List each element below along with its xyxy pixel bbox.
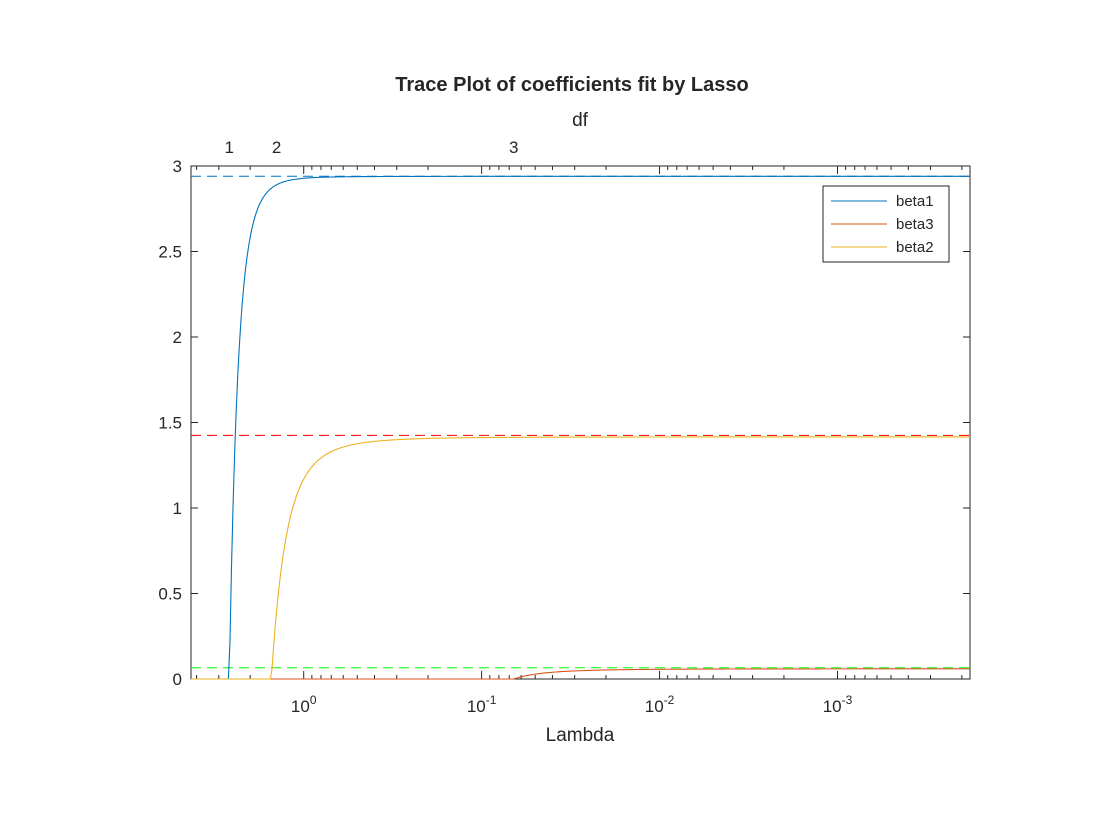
plot-area: 0 0.5 1 1.5 2 2.5 3 100 10-1 10-2 10-3 1 2 3 <box>158 138 971 716</box>
legend: beta1 beta3 beta2 <box>822 185 950 263</box>
series-line-beta3 <box>191 668 970 680</box>
series-line-beta2 <box>191 436 970 680</box>
df-tick-label: 1 <box>225 138 234 157</box>
legend-label-beta3: beta3 <box>896 216 934 233</box>
chart-title: Trace Plot of coefficients fit by Lasso <box>395 74 748 96</box>
x-tick-label: 100 <box>291 693 317 716</box>
df-tick-label: 3 <box>509 138 518 157</box>
y-tick-label: 3 <box>173 157 182 176</box>
x-tick-label: 10-2 <box>645 693 675 716</box>
y-tick-label: 1 <box>173 499 182 518</box>
y-tick-label: 0.5 <box>158 585 182 604</box>
top-axis-label: df <box>572 110 589 131</box>
x-tick-label: 10-1 <box>467 693 497 716</box>
series-line-beta1 <box>191 175 970 680</box>
y-tick-label: 1.5 <box>158 414 182 433</box>
x-tick-label: 10-3 <box>823 693 853 716</box>
y-tick-label: 0 <box>173 670 182 689</box>
x-axis-label: Lambda <box>546 725 615 746</box>
y-tick-label: 2.5 <box>158 243 182 262</box>
legend-label-beta1: beta1 <box>896 193 934 210</box>
legend-label-beta2: beta2 <box>896 239 934 256</box>
y-tick-label: 2 <box>173 328 182 347</box>
df-tick-label: 2 <box>272 138 281 157</box>
